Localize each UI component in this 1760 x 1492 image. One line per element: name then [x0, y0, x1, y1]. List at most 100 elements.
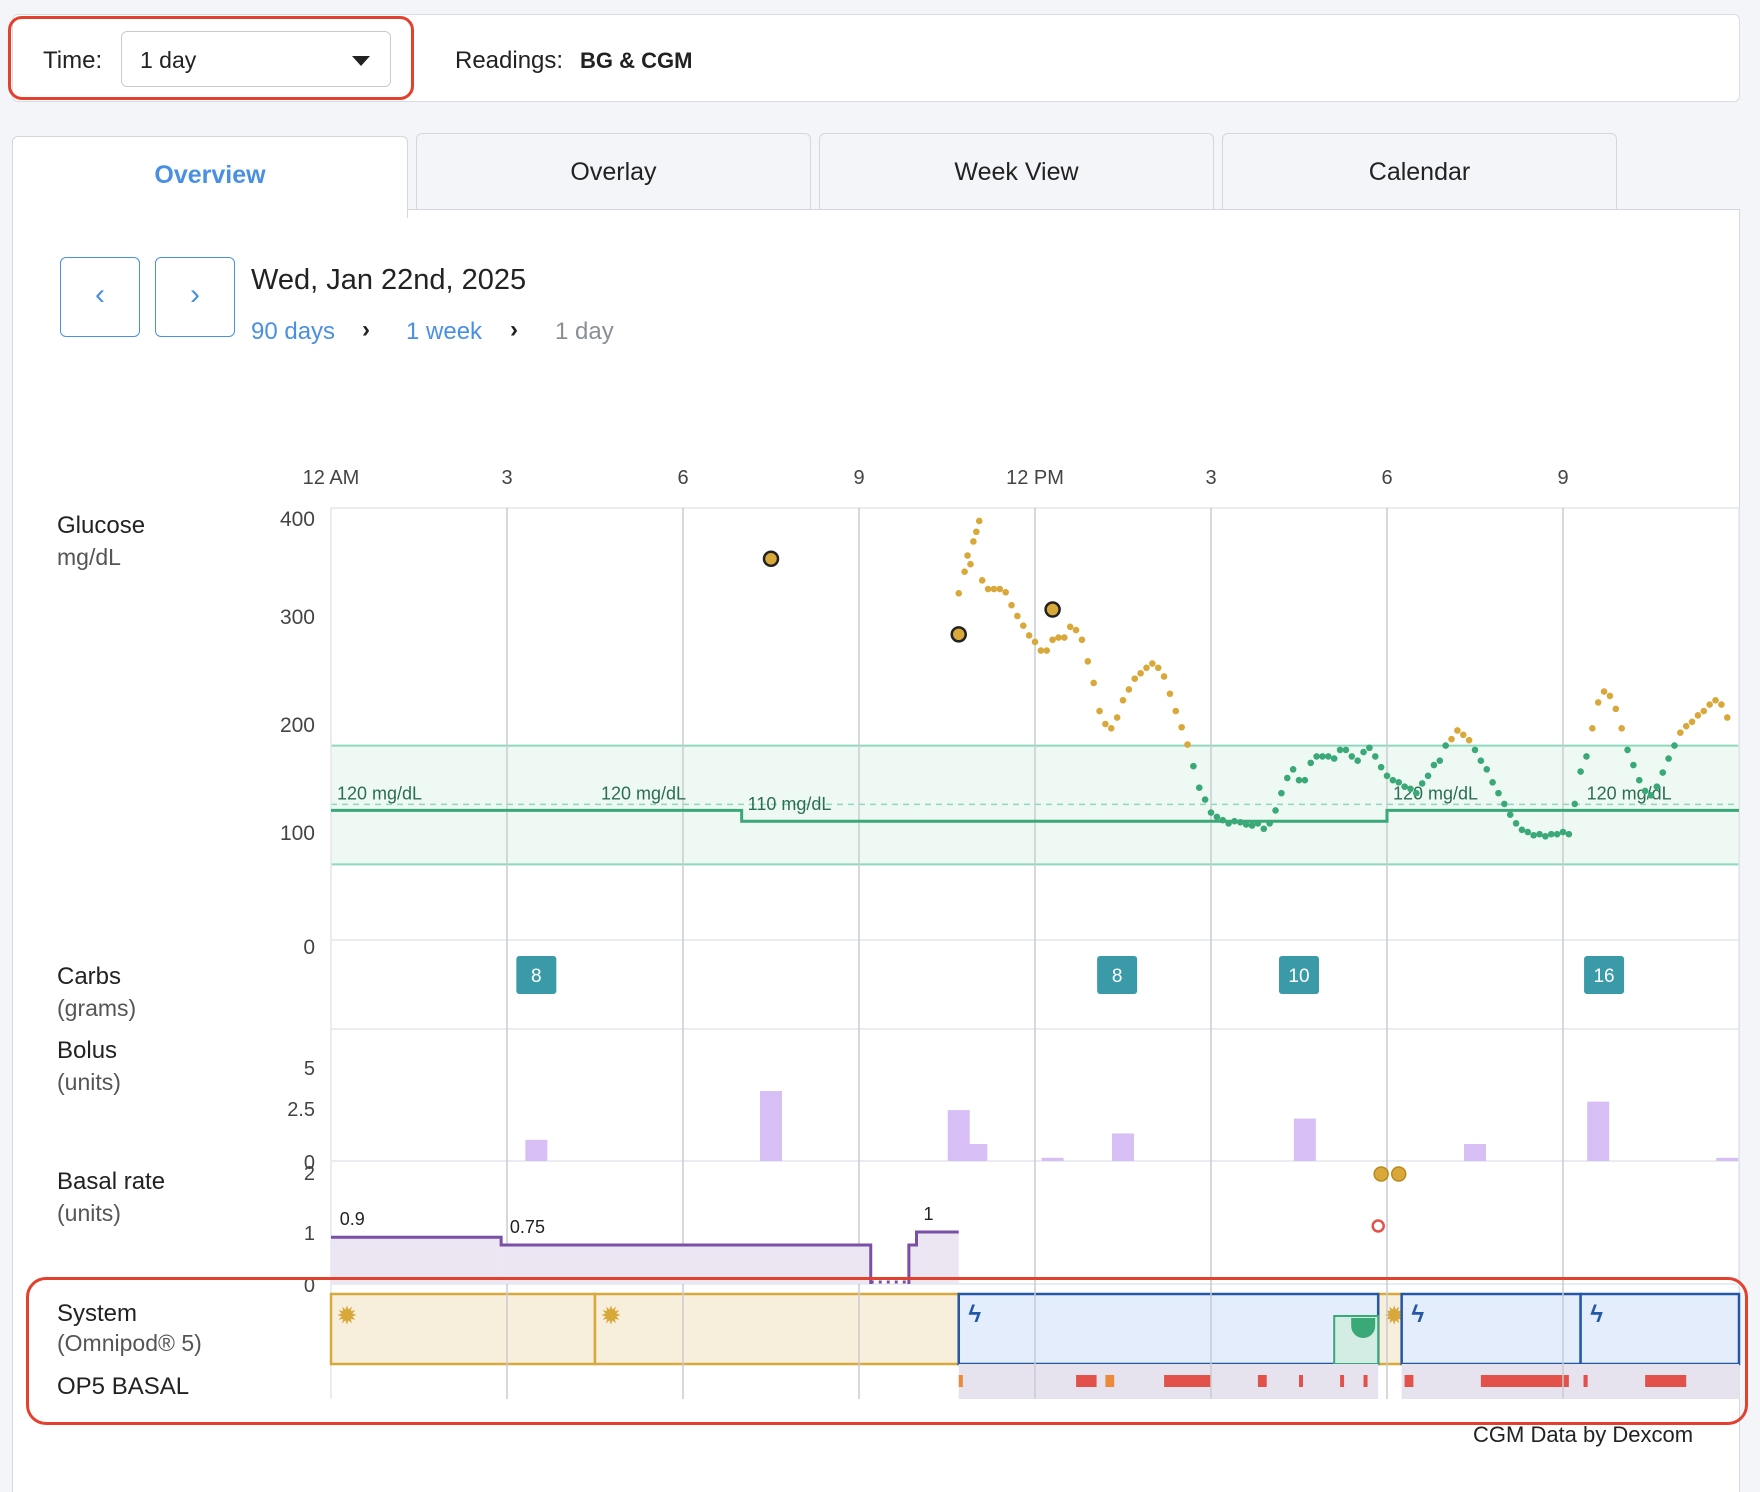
cgm-point	[1242, 821, 1250, 828]
breadcrumb-separator-icon: ›	[510, 316, 518, 343]
basal-rate-label: 0.9	[340, 1209, 365, 1229]
cgm-point	[1102, 720, 1109, 728]
x-tick-label: 9	[853, 467, 864, 489]
cgm-point	[1418, 780, 1426, 787]
breadcrumb-1-week[interactable]: 1 week	[406, 318, 483, 345]
bolus-bar	[947, 1110, 970, 1161]
cgm-point	[1131, 675, 1139, 682]
op5-basal-mark	[1363, 1375, 1368, 1387]
bolus-tick-label: 5	[304, 1058, 315, 1080]
glucose-unit: mg/dL	[57, 544, 121, 570]
breadcrumb-separator-icon: ›	[362, 316, 370, 343]
cgm-point	[955, 590, 963, 597]
op5-basal-mark	[1583, 1375, 1588, 1387]
cgm-point	[1706, 701, 1713, 708]
cgm-point	[1008, 601, 1015, 609]
cgm-point	[1178, 723, 1185, 731]
cgm-point	[984, 585, 992, 593]
tab-overlay[interactable]: Overlay	[416, 133, 811, 209]
cgm-point	[1407, 785, 1414, 793]
cgm-point	[1348, 753, 1356, 760]
manual-mode-segment	[329, 1292, 597, 1366]
cgm-point	[1495, 789, 1502, 797]
alert-icon	[1373, 1166, 1389, 1182]
carb-value: 8	[531, 966, 542, 987]
cgm-point	[1248, 822, 1256, 829]
cgm-point	[1360, 748, 1367, 756]
cgm-point	[1389, 776, 1397, 784]
cgm-point	[1278, 789, 1285, 797]
cgm-credit: CGM Data by Dexcom	[1473, 1422, 1694, 1447]
manual-mode-icon: ✹	[1384, 1303, 1404, 1328]
prev-day-button[interactable]: ‹	[60, 257, 140, 337]
cgm-point	[1055, 634, 1062, 641]
cgm-point	[1630, 761, 1637, 769]
bolus-bar	[1587, 1101, 1610, 1161]
chevron-left-icon: ‹	[95, 278, 105, 311]
cgm-point	[1025, 632, 1033, 639]
bolus-bar	[1112, 1133, 1134, 1161]
basal-tick-label: 0	[304, 1275, 315, 1297]
cgm-point	[1166, 690, 1174, 698]
cgm-point	[1489, 779, 1496, 786]
target-label: 110 mg/dL	[748, 794, 832, 814]
cgm-point	[1536, 830, 1543, 838]
bolus-unit: (units)	[57, 1069, 121, 1095]
cgm-point	[1254, 820, 1262, 827]
cgm-point	[1618, 725, 1625, 732]
cgm-point	[1547, 830, 1555, 838]
next-day-button[interactable]: ›	[155, 257, 235, 337]
cgm-point	[1371, 753, 1379, 760]
x-tick-label: 6	[1381, 467, 1392, 489]
tab-calendar[interactable]: Calendar	[1222, 133, 1617, 209]
time-range-select[interactable]: 1 day	[121, 31, 391, 87]
cgm-point	[1395, 779, 1403, 786]
cgm-point	[1383, 772, 1391, 780]
cgm-point	[1653, 783, 1661, 790]
tab-overview[interactable]: Overview	[12, 136, 408, 218]
cgm-point	[1149, 660, 1156, 667]
cgm-point	[1682, 722, 1690, 730]
op5-basal-mark	[1164, 1375, 1211, 1387]
op5-basal-mark	[1645, 1375, 1687, 1387]
bolus-tick-label: 2.5	[287, 1099, 315, 1121]
automated-mode-segment	[957, 1292, 1380, 1366]
cgm-point	[1231, 817, 1238, 825]
cgm-point	[1207, 809, 1215, 816]
cgm-point	[964, 552, 971, 559]
cgm-point	[1454, 727, 1461, 734]
carb-value: 8	[1112, 966, 1123, 987]
cgm-point	[1225, 820, 1232, 827]
filter-bar: Time: 1 day Readings: BG & CGM	[12, 14, 1740, 102]
cgm-point	[1260, 825, 1268, 833]
time-range-value: 1 day	[140, 47, 197, 73]
cgm-point	[1096, 707, 1103, 715]
x-tick-label: 9	[1557, 467, 1568, 489]
cgm-point	[1330, 755, 1338, 762]
bolus-title: Bolus	[57, 1037, 118, 1064]
cgm-point	[1043, 647, 1051, 654]
cgm-point	[1143, 664, 1150, 672]
breadcrumb-90-days[interactable]: 90 days	[251, 318, 336, 345]
breadcrumb-1-day: 1 day	[555, 318, 614, 345]
tab-week-view[interactable]: Week View	[819, 133, 1214, 209]
cgm-point	[1119, 696, 1127, 704]
bolus-bar	[1464, 1144, 1486, 1161]
readings-label: Readings:	[455, 47, 564, 74]
cgm-point	[1295, 776, 1303, 784]
op5-basal-mark	[1340, 1375, 1345, 1387]
cgm-point	[1066, 623, 1074, 631]
basal-unit: (units)	[57, 1200, 121, 1226]
cgm-point	[970, 538, 977, 545]
cgm-point	[1624, 746, 1631, 754]
cgm-point	[1665, 755, 1672, 762]
cgm-point	[1313, 753, 1320, 760]
basal-fill	[916, 1232, 959, 1284]
cgm-point	[1606, 692, 1614, 700]
basal-fill	[501, 1245, 871, 1284]
automated-mode-icon: ϟ	[1590, 1301, 1603, 1328]
cgm-point	[1589, 725, 1596, 732]
cgm-point	[1424, 772, 1432, 780]
cgm-point	[1718, 701, 1725, 708]
bg-reading	[1044, 601, 1061, 618]
